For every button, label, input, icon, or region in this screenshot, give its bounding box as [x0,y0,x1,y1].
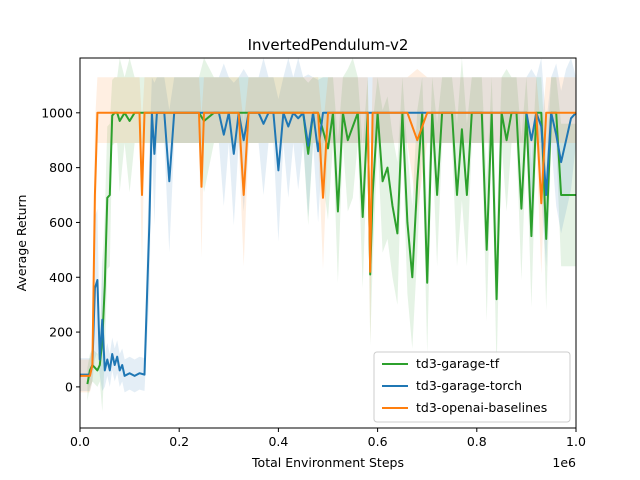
y-tick-label: 400 [49,270,73,285]
x-tick-label: 0.8 [467,434,487,449]
x-tick-label: 0.6 [368,434,388,449]
series-lines [80,111,577,385]
band-baselines [80,69,576,393]
legend-label-tf: td3-garage-tf [416,356,500,371]
plot-frame [79,57,577,429]
x-tick-label: 0.0 [70,434,90,449]
y-tick-label: 1000 [41,105,73,120]
y-axis-title: Average Return [14,195,29,292]
x-axis: 0.0 0.2 0.4 0.6 0.8 1.0 [70,428,586,449]
series-line-baselines [80,111,576,377]
chart-title: InvertedPendulum-v2 [248,36,409,54]
y-axis: 0 200 400 600 800 1000 [41,105,80,394]
x-axis-title: Total Environment Steps [251,455,404,470]
legend-box [373,351,571,423]
x-tick-label: 0.2 [169,434,189,449]
x-tick-label: 0.4 [268,434,288,449]
legend: td3-garage-tf td3-garage-torch td3-opena… [373,351,571,423]
y-tick-label: 800 [49,160,73,175]
y-tick-label: 200 [49,325,73,340]
y-tick-label: 0 [65,379,73,394]
x-axis-multiplier: 1e6 [552,455,576,470]
legend-label-torch: td3-garage-torch [416,378,522,393]
x-tick-label: 1.0 [566,434,586,449]
legend-label-baselines: td3-openai-baselines [416,400,547,415]
y-tick-label: 600 [49,215,73,230]
